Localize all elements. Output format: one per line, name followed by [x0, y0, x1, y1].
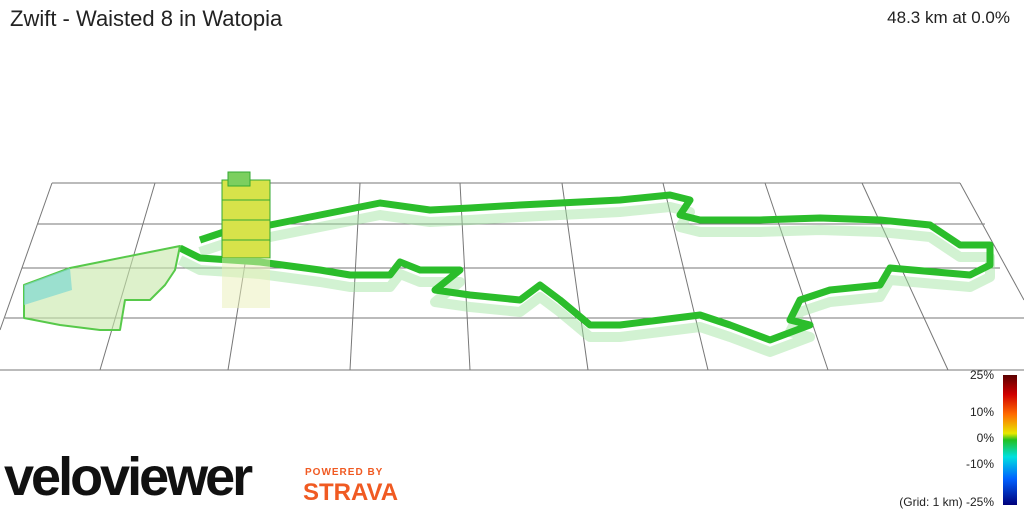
scale-label: -25% — [965, 495, 994, 509]
grid — [0, 182, 1024, 371]
title: Zwift - Waisted 8 in Watopia — [10, 6, 283, 31]
route-summary: 48.3 km at 0.0% — [887, 8, 1010, 27]
scale-label: 25% — [969, 368, 994, 382]
gradient-scale — [1003, 375, 1017, 505]
partner-logo[interactable]: STRAVA — [303, 479, 399, 506]
logo[interactable]: veloviewer — [4, 447, 253, 507]
scale-label: -10% — [965, 457, 994, 471]
scale-label: 0% — [976, 431, 994, 445]
route — [23, 191, 995, 357]
grid-note: (Grid: 1 km) — [899, 495, 963, 509]
scale-label: 10% — [969, 405, 994, 419]
climb-tower — [221, 171, 271, 308]
scale-label: (Grid: 1 km) -25% — [899, 495, 994, 509]
powered-by: POWERED BY — [305, 467, 384, 478]
